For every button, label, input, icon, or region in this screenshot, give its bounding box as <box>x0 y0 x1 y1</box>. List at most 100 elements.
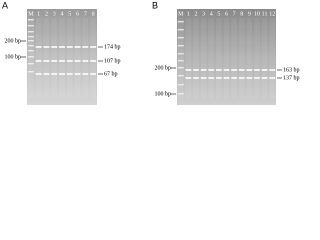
gel-band <box>177 84 184 86</box>
lane-label: 4 <box>61 11 64 17</box>
gel-band <box>74 73 81 75</box>
gel-band <box>27 40 34 42</box>
gel-band <box>74 46 81 48</box>
gel-band <box>200 69 207 71</box>
lane-label: 2 <box>195 11 198 17</box>
lane-label: 2 <box>45 11 48 17</box>
gel-band <box>215 69 222 71</box>
lane-label: 7 <box>233 11 236 17</box>
lane-smear <box>254 18 260 98</box>
gel-band <box>51 60 58 62</box>
gel-band <box>261 77 268 79</box>
lane-smear <box>246 18 253 98</box>
lane-label: M <box>178 11 184 17</box>
lane-smear <box>231 18 238 98</box>
gel-band <box>90 60 97 62</box>
lane-label: M <box>28 11 34 17</box>
gel-band <box>185 77 192 79</box>
lane-smear <box>90 18 97 98</box>
lane-smear <box>200 18 207 98</box>
gel-band <box>254 77 260 79</box>
panel-label: A <box>2 0 8 10</box>
gel-band <box>246 77 253 79</box>
gel-band <box>51 46 58 48</box>
left-marker: 100 bp <box>5 54 22 60</box>
gel-band <box>177 29 184 31</box>
gel-band <box>27 31 34 33</box>
gel-band <box>177 60 184 62</box>
gel-band <box>27 50 34 52</box>
lane-label: 8 <box>240 11 243 17</box>
lane-label: 5 <box>68 11 71 17</box>
gel-band <box>27 25 34 27</box>
gel-band <box>43 60 50 62</box>
lane-label: 4 <box>210 11 213 17</box>
lane-label: 6 <box>76 11 79 17</box>
gel-band <box>59 46 65 48</box>
gel-band <box>208 69 215 71</box>
gel-band <box>82 73 89 75</box>
gel-band <box>177 45 184 47</box>
gel-band <box>177 67 184 69</box>
lane-smear <box>27 18 34 98</box>
gel-band <box>238 69 245 71</box>
lane-smear <box>269 18 276 98</box>
gel-band <box>27 45 34 47</box>
lane-smear <box>43 18 50 98</box>
gel-band <box>82 60 89 62</box>
gel-band <box>90 73 97 75</box>
lane-label: 3 <box>202 11 205 17</box>
gel-band <box>261 69 268 71</box>
left-marker: 200 bp <box>5 38 22 44</box>
gel-band <box>231 69 238 71</box>
panel-label: B <box>152 0 158 10</box>
gel-band <box>35 46 42 48</box>
lane-smear <box>261 18 268 98</box>
lane-smear <box>82 18 89 98</box>
lane-smear <box>238 18 245 98</box>
lane-smear <box>59 18 65 98</box>
lane-label: 5 <box>217 11 220 17</box>
gel-band <box>51 73 58 75</box>
gel-a <box>27 9 97 105</box>
lane-smear <box>177 18 184 98</box>
gel-band <box>223 77 230 79</box>
lane-smear <box>35 18 42 98</box>
right-marker: 163 bp <box>283 67 300 73</box>
gel-band <box>27 71 34 73</box>
lane-smear <box>74 18 81 98</box>
lane-label: 1 <box>187 11 190 17</box>
gel-band <box>215 77 222 79</box>
gel-band <box>35 73 42 75</box>
lane-smear <box>223 18 230 98</box>
gel-band <box>231 77 238 79</box>
gel-band <box>66 60 73 62</box>
right-marker: 107 bp <box>104 58 121 64</box>
gel-band <box>27 19 34 21</box>
gel-band <box>246 69 253 71</box>
gel-band <box>43 73 50 75</box>
right-marker: 137 bp <box>283 75 300 81</box>
lane-smear <box>208 18 215 98</box>
lane-smear <box>193 18 199 98</box>
gel-band <box>177 75 184 77</box>
gel-band <box>177 37 184 39</box>
lane-label: 11 <box>262 11 268 17</box>
gel-band <box>27 36 34 38</box>
lane-smear <box>66 18 73 98</box>
lane-label: 9 <box>248 11 251 17</box>
lane-smear <box>185 18 192 98</box>
gel-band <box>90 46 97 48</box>
right-marker: 174 bp <box>104 44 121 50</box>
gel-band <box>208 77 215 79</box>
gel-band <box>254 69 260 71</box>
gel-band <box>74 60 81 62</box>
gel-band <box>238 77 245 79</box>
lane-label: 7 <box>84 11 87 17</box>
lane-label: 3 <box>53 11 56 17</box>
gel-band <box>200 77 207 79</box>
lane-smear <box>51 18 58 98</box>
gel-band <box>177 93 184 95</box>
